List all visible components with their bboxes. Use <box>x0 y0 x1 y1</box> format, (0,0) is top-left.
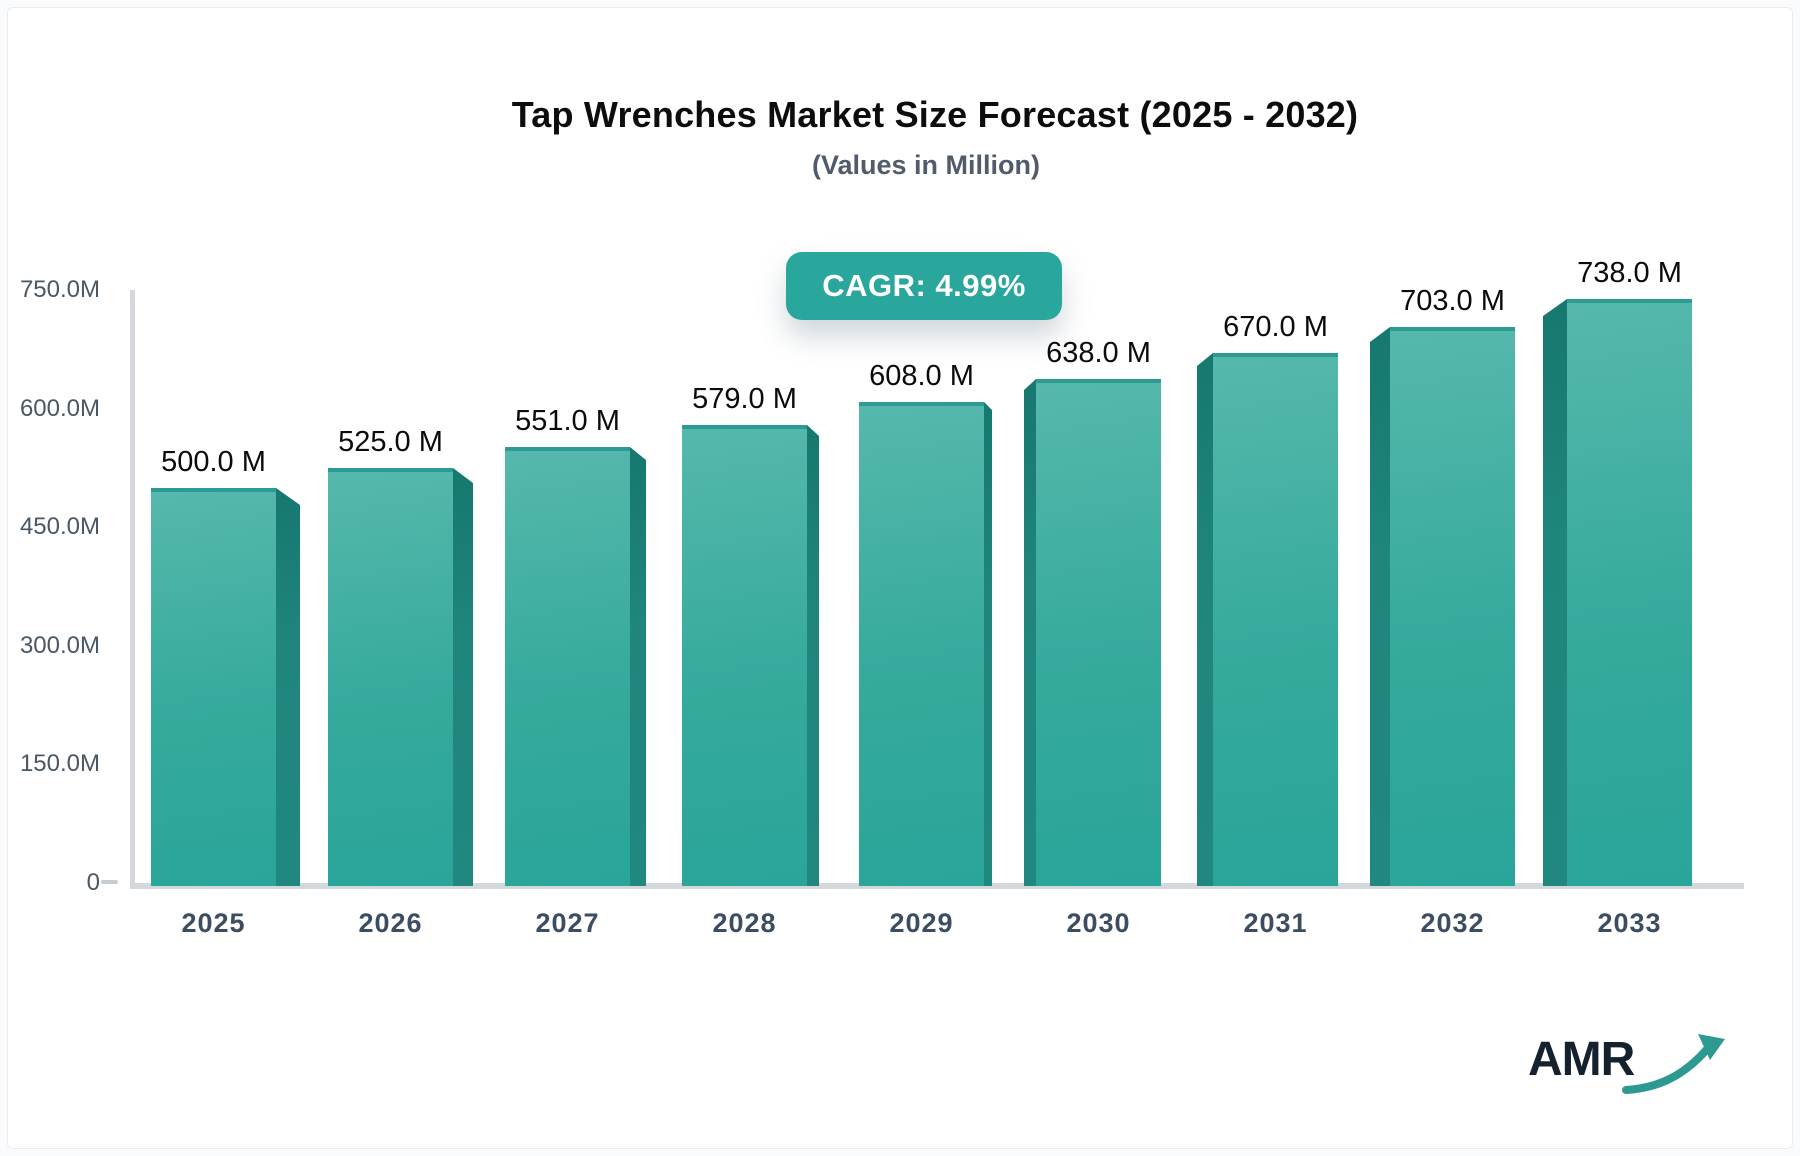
chart-title: Tap Wrenches Market Size Forecast (2025 … <box>511 94 1359 135</box>
bar-2032[interactable] <box>1370 327 1515 886</box>
growth-arrow-icon <box>1622 1034 1726 1094</box>
x-axis-label: 2025 <box>181 908 246 938</box>
bar-value-label: 579.0 M <box>692 383 797 415</box>
zero-tick-mark <box>101 880 118 884</box>
bar-side <box>276 488 300 886</box>
bar-face <box>682 425 807 886</box>
amr-logo: AMR <box>1528 1030 1726 1096</box>
bar-side <box>1543 299 1567 886</box>
bar-2033[interactable] <box>1543 299 1692 886</box>
bar-value-label: 670.0 M <box>1223 311 1328 343</box>
x-axis-label: 2029 <box>889 908 954 938</box>
bar-side <box>453 468 473 886</box>
bar-value-label: 738.0 M <box>1577 257 1682 289</box>
bar-face <box>859 402 984 886</box>
x-axis-label: 2027 <box>535 908 600 938</box>
bar-face <box>1213 353 1338 886</box>
bar-face <box>505 447 630 886</box>
cagr-badge-label: CAGR: 4.99% <box>822 268 1026 303</box>
x-axis-label: 2032 <box>1420 908 1485 938</box>
bar-side <box>1024 379 1036 886</box>
bar-side <box>807 425 819 886</box>
bar-value-label: 500.0 M <box>161 446 266 478</box>
x-axis-baseline <box>130 883 1744 889</box>
x-axis-label: 2030 <box>1066 908 1131 938</box>
y-axis-line <box>130 290 135 888</box>
bar-value-label: 525.0 M <box>338 426 443 458</box>
amr-logo-text: AMR <box>1528 1033 1635 1086</box>
bar-face <box>151 488 276 886</box>
bar-face <box>1567 299 1692 886</box>
bar-face <box>1036 379 1161 886</box>
chart-subtitle: (Values in Million) <box>811 150 1041 180</box>
x-axis-label: 2028 <box>712 908 777 938</box>
x-axis-label: 2026 <box>358 908 423 938</box>
cagr-badge: CAGR: 4.99% <box>786 252 1062 320</box>
bar-2025[interactable] <box>151 488 300 886</box>
bar-2027[interactable] <box>505 447 646 886</box>
bar-value-label: 703.0 M <box>1400 285 1505 317</box>
y-axis-label: 0 <box>86 869 100 896</box>
bar-face <box>328 468 453 886</box>
y-axis-label: 150.0M <box>19 750 100 778</box>
bar-2026[interactable] <box>328 468 473 886</box>
bar-side <box>1370 327 1390 886</box>
bar-side <box>630 447 646 886</box>
bar-side <box>984 402 992 886</box>
y-axis-label: 600.0M <box>19 394 100 422</box>
bar-face <box>1390 327 1515 886</box>
bar-2031[interactable] <box>1197 353 1338 886</box>
y-axis-label: 300.0M <box>19 631 100 659</box>
bar-value-label: 608.0 M <box>869 360 974 392</box>
bar-side <box>1197 353 1213 886</box>
bar-value-label: 551.0 M <box>515 405 620 437</box>
bar-value-label: 638.0 M <box>1046 337 1151 369</box>
y-axis-label: 450.0M <box>19 513 100 541</box>
bar-2029[interactable] <box>859 402 992 886</box>
y-axis-label: 750.0M <box>19 276 100 303</box>
bar-2030[interactable] <box>1024 379 1161 886</box>
bar-2028[interactable] <box>682 425 819 886</box>
x-axis-label: 2033 <box>1597 908 1662 938</box>
x-axis-label: 2031 <box>1243 908 1308 938</box>
